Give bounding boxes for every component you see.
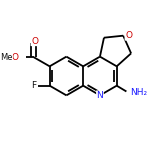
Text: N: N (97, 91, 103, 100)
Text: F: F (31, 81, 36, 90)
Text: O: O (125, 31, 132, 40)
Text: NH₂: NH₂ (130, 88, 147, 97)
Text: O: O (31, 37, 38, 46)
Text: O: O (12, 53, 19, 62)
Text: Me: Me (0, 53, 12, 62)
